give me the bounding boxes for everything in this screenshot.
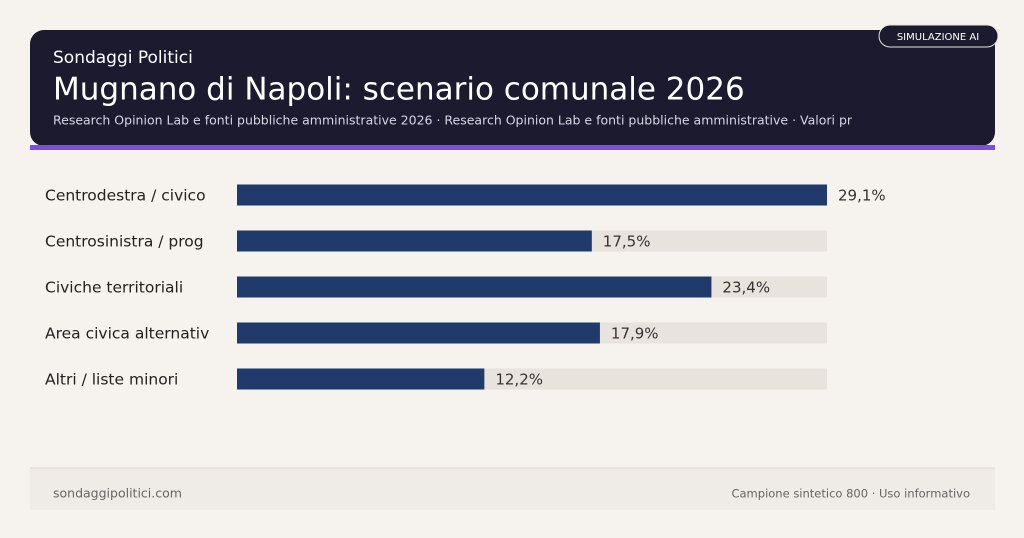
category-label: Centrodestra / civico — [45, 187, 206, 205]
value-label: 17,9% — [611, 325, 659, 343]
bar — [237, 230, 592, 252]
value-label: 17,5% — [603, 233, 651, 251]
footer-right: Campione sintetico 800 · Uso informativo — [731, 487, 970, 501]
chart-title: Mugnano di Napoli: scenario comunale 202… — [53, 72, 745, 108]
footer-left: sondaggipolitici.com — [53, 486, 182, 501]
brand: Sondaggi Politici — [53, 48, 193, 68]
value-label: 23,4% — [722, 279, 770, 297]
header-accent — [30, 145, 995, 150]
category-label: Area civica alternativ — [45, 325, 209, 343]
chart-subtitle: Research Opinion Lab e fonti pubbliche a… — [53, 113, 853, 128]
bar — [237, 184, 827, 206]
bar — [237, 322, 600, 344]
category-label: Civiche territoriali — [45, 279, 183, 297]
category-label: Centrosinistra / prog — [45, 233, 204, 251]
badge-text: SIMULAZIONE AI — [897, 32, 979, 43]
bar — [237, 276, 712, 298]
footer — [30, 468, 995, 510]
header — [30, 30, 995, 146]
bar — [237, 368, 485, 390]
value-label: 29,1% — [838, 187, 886, 205]
badge — [878, 24, 999, 48]
category-label: Altri / liste minori — [45, 371, 178, 389]
value-label: 12,2% — [495, 371, 543, 389]
